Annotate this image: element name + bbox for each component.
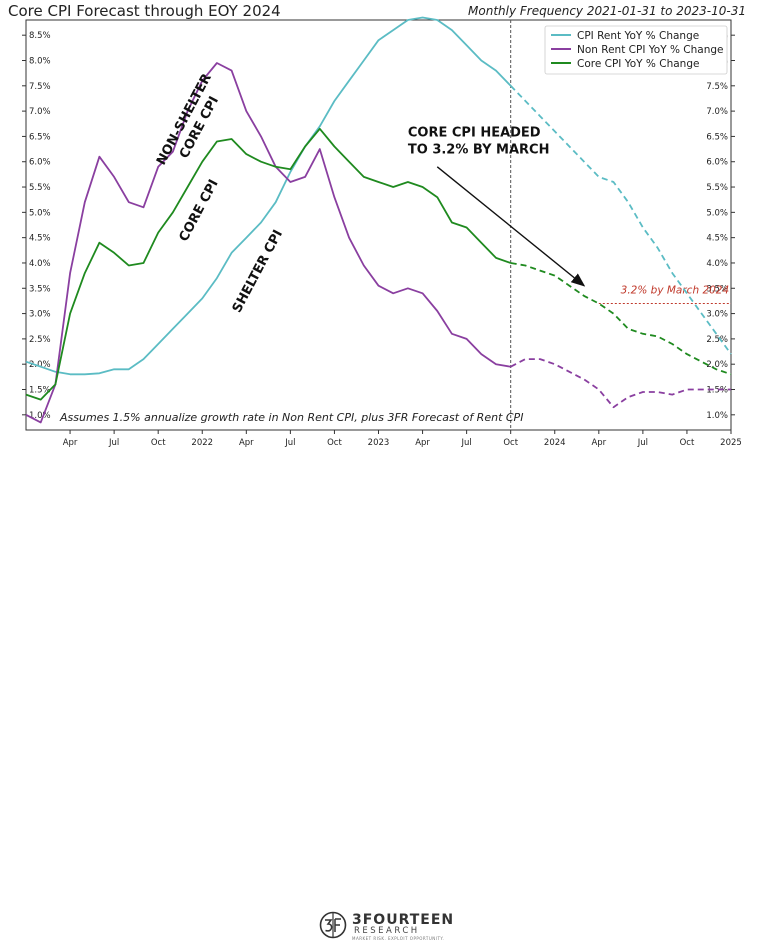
- legend-label: Core CPI YoY % Change: [577, 58, 699, 70]
- x-tick-label: 2024: [544, 438, 566, 448]
- chart-legend: CPI Rent YoY % Change Non Rent CPI YoY % …: [544, 25, 728, 75]
- x-tick-label: Apr: [239, 438, 254, 448]
- x-tick-label: Apr: [63, 438, 78, 448]
- x-tick-label: 2023: [368, 438, 390, 448]
- 3fr-circle-logo-icon: [319, 911, 347, 939]
- series-1-actual-line: [25, 62, 511, 424]
- y-tick-label-right: 6.0%: [706, 158, 728, 168]
- annotation-text: CORE CPI HEADED: [408, 125, 541, 140]
- legend-label: CPI Rent YoY % Change: [577, 30, 699, 42]
- series-0-actual-line: [25, 16, 512, 376]
- footer: 3FOURTEEN RESEARCH MARKET RISK. EXPLOIT …: [0, 455, 758, 941]
- y-tick-label-right: 1.0%: [706, 411, 728, 421]
- y-tick-label-left: 8.0%: [29, 56, 51, 66]
- series-0-forecast-line: [510, 85, 732, 355]
- y-tick-label-right: 5.5%: [706, 183, 728, 193]
- x-tick-label: 2022: [191, 438, 213, 448]
- y-tick-label-right: 6.5%: [706, 132, 728, 142]
- chart-series: 3.2% by March 2024: [25, 16, 732, 424]
- x-tick-label: Jul: [284, 438, 295, 448]
- y-tick-label-right: 2.0%: [706, 360, 728, 370]
- y-tick-label-right: 3.0%: [706, 310, 728, 320]
- plot-frame: [25, 19, 732, 431]
- legend-label: Non Rent CPI YoY % Change: [577, 44, 723, 56]
- y-tick-label-left: 1.0%: [29, 411, 51, 421]
- series-2-forecast-line: [510, 262, 732, 376]
- logo-subtitle: RESEARCH: [354, 926, 420, 936]
- y-tick-label-right: 5.0%: [706, 208, 728, 218]
- y-tick-label-right: 4.5%: [706, 234, 728, 244]
- y-tick-label-left: 3.0%: [29, 310, 51, 320]
- chart-title: Core CPI Forecast through EOY 2024: [8, 2, 281, 20]
- y-tick-label-right: 3.5%: [706, 284, 728, 294]
- y-tick-label-left: 5.5%: [29, 183, 51, 193]
- x-tick-label: Oct: [327, 438, 342, 448]
- x-tick-label: Jul: [637, 438, 648, 448]
- annotation-text: SHELTER CPI: [230, 228, 286, 316]
- y-tick-label-left: 6.0%: [29, 158, 51, 168]
- x-tick-label: Oct: [151, 438, 166, 448]
- annotation-text: CORE CPI: [177, 177, 222, 244]
- y-tick-label-left: 5.0%: [29, 208, 51, 218]
- annotation-2: SHELTER CPI: [230, 228, 286, 316]
- y-tick-label-left: 6.5%: [29, 132, 51, 142]
- y-tick-label-left: 7.5%: [29, 82, 51, 92]
- cpi-forecast-chart: 1.0% 1.0% 1.5% 1.5% 2.0% 2.0% 2.5% 2.5% 3.0% 3.0%…: [22, 16, 742, 448]
- x-tick-label: Apr: [591, 438, 606, 448]
- y-tick-label-right: 7.0%: [706, 107, 728, 117]
- annotation-3: CORE CPI HEADED TO 3.2% BY MARCH: [408, 125, 550, 157]
- x-tick-label: Oct: [503, 438, 518, 448]
- legend-box: [544, 25, 728, 75]
- y-tick-label-right: 7.5%: [706, 82, 728, 92]
- annotation-1: CORE CPI: [177, 177, 222, 244]
- x-tick-label: Jul: [108, 438, 119, 448]
- y-tick-label-left: 1.5%: [29, 386, 51, 396]
- x-tick-label: Jul: [460, 438, 471, 448]
- target-label: 3.2% by March 2024: [621, 284, 730, 296]
- chart-axes: 1.0% 1.0% 1.5% 1.5% 2.0% 2.0% 2.5% 2.5% 3.0% 3.0%…: [22, 19, 742, 448]
- x-tick-label: Apr: [415, 438, 430, 448]
- y-tick-label-left: 2.0%: [29, 360, 51, 370]
- y-tick-label-left: 7.0%: [29, 107, 51, 117]
- footnote: Assumes 1.5% annualize growth rate in No…: [59, 411, 523, 424]
- annotation-text: TO 3.2% BY MARCH: [408, 142, 550, 157]
- series-1-forecast-line: [510, 358, 731, 409]
- annotation-arrow: [436, 166, 586, 287]
- y-tick-label-left: 2.5%: [29, 335, 51, 345]
- frequency-note: Monthly Frequency 2021-01-31 to 2023-10-…: [468, 4, 746, 18]
- y-tick-label-right: 4.0%: [706, 259, 728, 269]
- y-tick-label-left: 3.5%: [29, 284, 51, 294]
- y-tick-label-left: 4.0%: [29, 259, 51, 269]
- y-tick-label-left: 4.5%: [29, 234, 51, 244]
- x-tick-label: Oct: [680, 438, 695, 448]
- x-tick-label: 2025: [720, 438, 742, 448]
- series-2-actual-line: [25, 127, 511, 401]
- y-tick-label-right: 1.5%: [706, 386, 728, 396]
- logo-tagline: MARKET RISK. EXPLOIT OPPORTUNITY.: [352, 936, 445, 941]
- y-tick-label-left: 8.5%: [29, 31, 51, 41]
- y-tick-label-right: 2.5%: [706, 335, 728, 345]
